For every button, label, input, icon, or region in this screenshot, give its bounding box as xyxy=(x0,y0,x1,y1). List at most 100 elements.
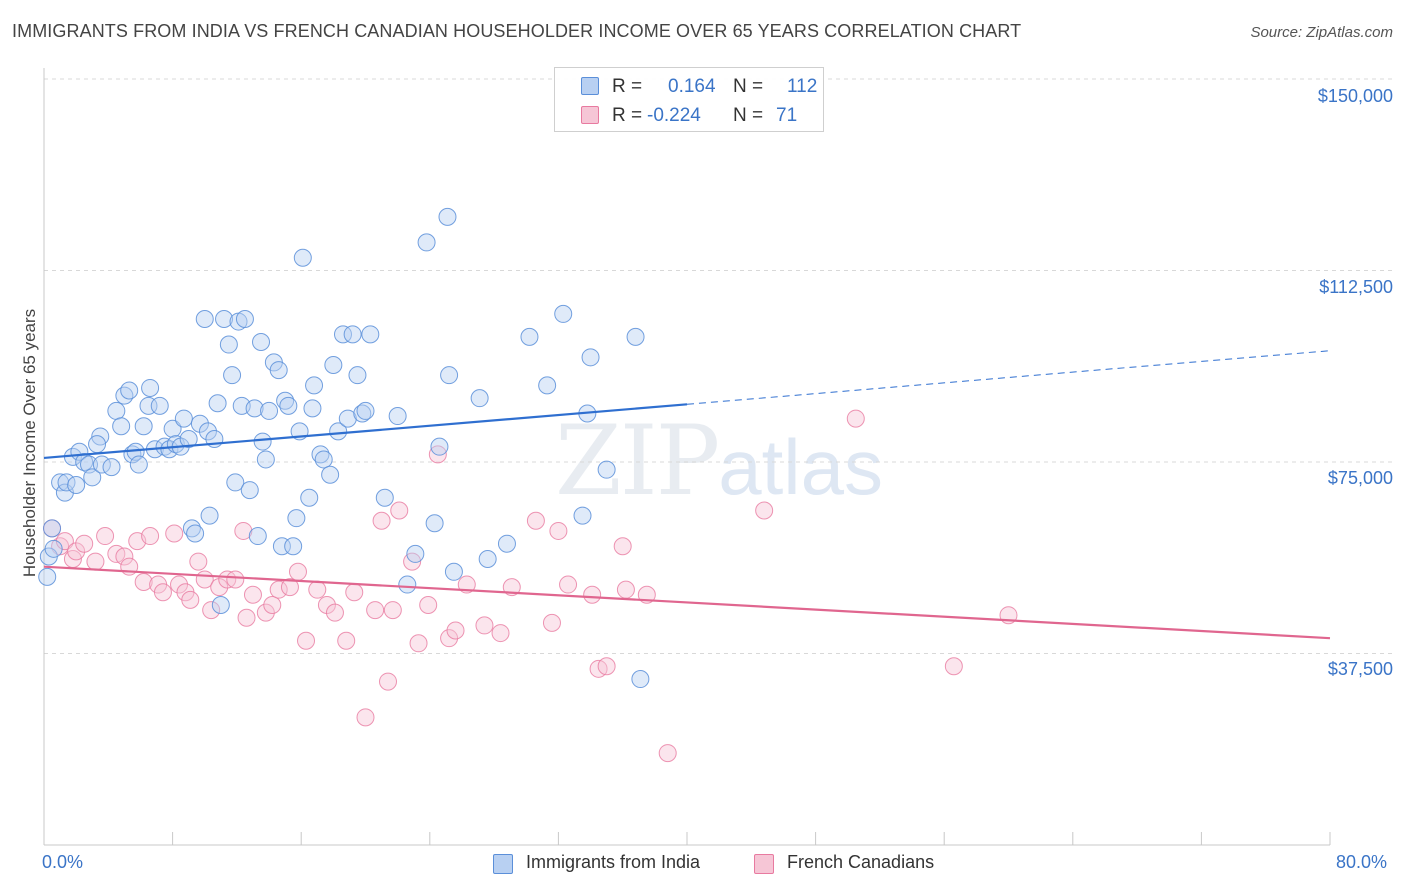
data-point-india xyxy=(235,310,254,329)
data-point-india xyxy=(44,539,63,558)
data-point-india xyxy=(240,481,259,500)
data-point-india xyxy=(520,327,539,346)
data-point-french xyxy=(457,575,476,594)
data-point-french xyxy=(325,603,344,622)
data-point-india xyxy=(223,366,242,385)
n-label: N = xyxy=(733,76,764,97)
data-point-french xyxy=(409,634,428,653)
data-point-india xyxy=(211,595,230,614)
data-point-india xyxy=(174,409,193,428)
data-point-india xyxy=(134,417,153,436)
stats-row-india: R = 0.164 N = 112 xyxy=(555,71,823,101)
data-point-india xyxy=(120,381,139,400)
data-point-french xyxy=(526,511,545,530)
data-point-french xyxy=(345,583,364,602)
data-point-india xyxy=(398,575,417,594)
data-point-india xyxy=(83,468,102,487)
data-point-india xyxy=(198,422,217,441)
data-point-india xyxy=(417,233,436,252)
r-value: -0.224 xyxy=(647,105,701,126)
data-point-french xyxy=(297,631,316,650)
data-point-french xyxy=(141,527,160,546)
data-point-french xyxy=(613,537,632,556)
data-point-india xyxy=(279,396,298,415)
data-point-french xyxy=(475,616,494,635)
data-point-india xyxy=(43,519,62,538)
data-point-india xyxy=(333,325,352,344)
data-point-french xyxy=(234,521,253,540)
data-point-india xyxy=(287,509,306,528)
data-point-french xyxy=(75,534,94,553)
data-point-french xyxy=(269,580,288,599)
data-point-india xyxy=(343,325,362,344)
data-point-french xyxy=(96,527,115,546)
n-label: N = xyxy=(733,105,764,126)
data-point-india xyxy=(182,519,201,538)
r-label: R = xyxy=(612,105,643,126)
n-value: 71 xyxy=(776,105,798,126)
legend-label: French Canadians xyxy=(787,852,935,872)
chart-title: IMMIGRANTS FROM INDIA VS FRENCH CANADIAN… xyxy=(12,21,1022,41)
data-point-french xyxy=(446,621,465,640)
data-point-french xyxy=(583,585,602,604)
data-point-india xyxy=(631,670,650,689)
trend-line-india-projection xyxy=(686,350,1331,405)
data-point-india xyxy=(208,394,227,413)
data-point-india xyxy=(215,310,234,329)
data-point-french xyxy=(549,521,568,540)
data-point-french xyxy=(356,708,375,727)
data-point-india xyxy=(444,562,463,581)
data-point-french xyxy=(165,524,184,543)
data-point-india xyxy=(356,401,375,420)
stats-row-french: R = -0.224 N = 71 xyxy=(555,100,823,130)
data-point-india xyxy=(129,455,148,474)
data-point-india xyxy=(245,399,264,418)
data-point-french xyxy=(263,595,282,614)
r-value: 0.164 xyxy=(668,76,716,97)
data-point-india xyxy=(478,550,497,569)
data-point-india xyxy=(497,534,516,553)
data-point-india xyxy=(324,355,343,374)
gridlines xyxy=(44,78,1395,654)
y-tick-label: $112,500 xyxy=(1319,277,1393,297)
watermark-atlas: atlas xyxy=(718,423,883,511)
data-point-india xyxy=(329,422,348,441)
data-point-india xyxy=(219,335,238,354)
data-point-india xyxy=(440,366,459,385)
data-point-india xyxy=(300,488,319,507)
data-point-french xyxy=(337,631,356,650)
data-point-india xyxy=(321,465,340,484)
data-point-india xyxy=(141,378,160,397)
data-point-french xyxy=(288,562,307,581)
data-point-french xyxy=(226,570,245,589)
trend-line-french xyxy=(43,565,1331,640)
data-point-india xyxy=(438,207,457,226)
data-point-french xyxy=(440,629,459,648)
data-point-french xyxy=(280,578,299,597)
data-point-india xyxy=(581,348,600,367)
data-point-french xyxy=(256,603,275,622)
correlation-stats-box: R = 0.164 N = 112 R = -0.224 N = 71 xyxy=(554,67,824,132)
data-point-french xyxy=(237,608,256,627)
data-point-french xyxy=(491,624,510,643)
data-point-india xyxy=(597,460,616,479)
trend-lines xyxy=(43,350,1331,640)
data-point-french xyxy=(170,575,189,594)
data-point-india xyxy=(554,304,573,323)
data-point-india xyxy=(107,401,126,420)
data-point-french xyxy=(202,601,221,620)
data-point-india xyxy=(276,391,295,410)
data-point-french xyxy=(597,657,616,676)
data-point-india xyxy=(626,327,645,346)
y-tick-label: $150,000 xyxy=(1317,86,1393,106)
data-point-french xyxy=(658,744,677,763)
data-point-india xyxy=(538,376,557,395)
data-point-french xyxy=(189,552,208,571)
trend-line-india xyxy=(43,403,688,460)
data-point-french xyxy=(383,601,402,620)
data-point-french xyxy=(419,595,438,614)
data-point-india xyxy=(38,567,57,586)
x-tick-label: 80.0% xyxy=(1336,852,1388,872)
data-point-india xyxy=(51,473,70,492)
data-point-india xyxy=(338,409,357,428)
